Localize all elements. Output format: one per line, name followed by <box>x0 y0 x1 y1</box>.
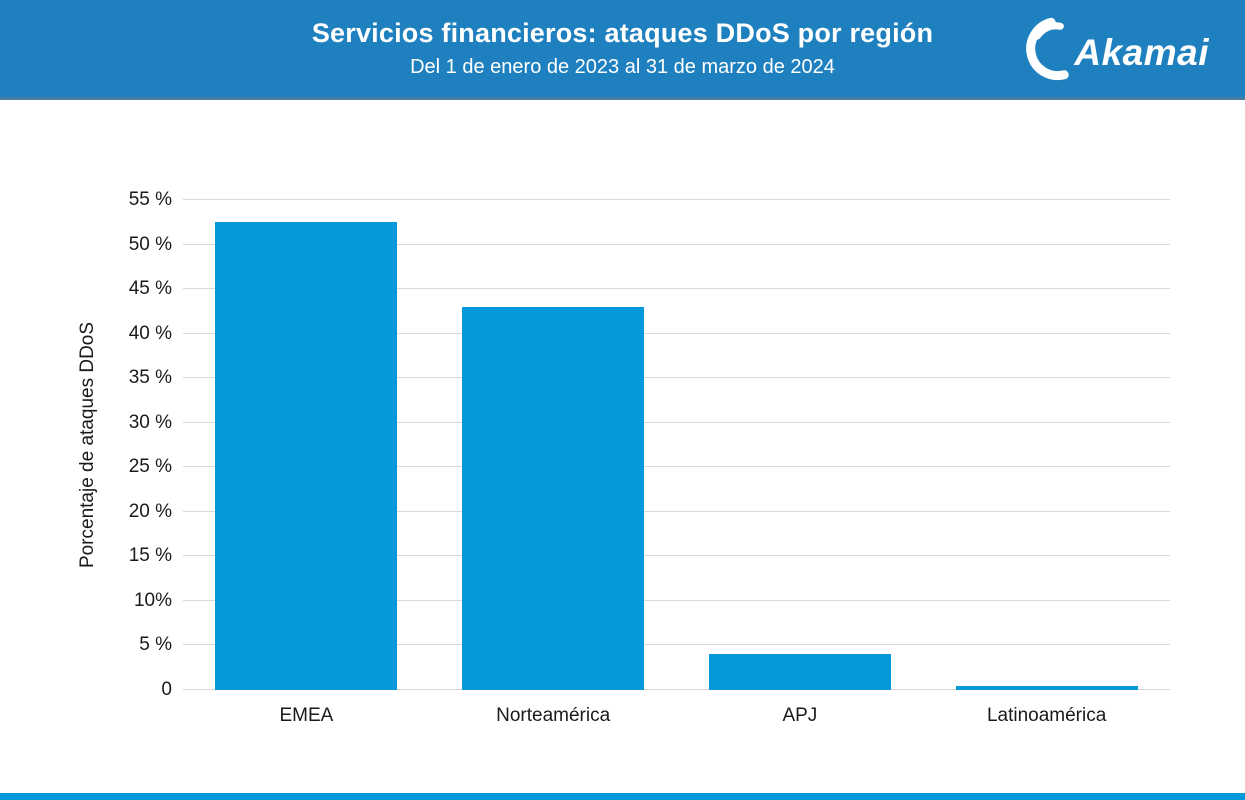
footer-accent-bar <box>0 793 1245 800</box>
gridline-45 <box>183 288 1170 290</box>
y-tick-label-10: 10% <box>133 589 172 611</box>
y-tick-label-25: 25 % <box>128 456 172 478</box>
x-axis-label-APJ: APJ <box>782 705 818 726</box>
gridline-0 <box>183 689 1170 690</box>
y-tick-label-40: 40 % <box>128 322 172 344</box>
bar-Latinoamérica <box>955 685 1138 690</box>
y-tick-label-45: 45 % <box>128 278 172 300</box>
y-tick-label-30: 30 % <box>128 411 172 433</box>
bar-EMEA <box>215 222 398 690</box>
y-tick-label-35: 35 % <box>128 367 172 389</box>
akamai-logo: Akamai <box>1018 15 1209 90</box>
y-tick-label-20: 20 % <box>128 500 172 522</box>
bar-APJ <box>708 654 891 690</box>
plot-area: 0 5 % 10% 15 % 20 % 25 % 30 % 35 % 40 % 45 % 50 % 5… <box>129 189 1170 726</box>
chart-subtitle: Del 1 de enero de 2023 al 31 de marzo de… <box>410 55 835 78</box>
y-tick-label-0: 0 <box>161 679 172 700</box>
y-tick-label-50: 50 % <box>128 233 172 255</box>
gridline-25 <box>183 466 1170 468</box>
gridline-15 <box>183 555 1170 557</box>
gridline-30 <box>183 421 1170 423</box>
gridline-55 <box>183 199 1170 200</box>
gridline-10 <box>183 599 1170 601</box>
y-axis-title: Porcentaje de ataques DDoS <box>77 321 98 569</box>
header-banner: Servicios financieros: ataques DDoS por … <box>0 0 1245 100</box>
y-tick-label-5: 5 % <box>139 634 172 656</box>
x-axis-label-EMEA: EMEA <box>279 705 334 726</box>
y-tick-label-55: 55 % <box>128 189 172 210</box>
gridline-20 <box>183 510 1170 512</box>
akamai-crescent-icon <box>1018 15 1080 90</box>
x-axis-label-Norteamérica: Norteamérica <box>496 705 611 726</box>
gridline-50 <box>183 243 1170 245</box>
chart-title: Servicios financieros: ataques DDoS por … <box>311 18 934 49</box>
gridline-35 <box>183 377 1170 379</box>
gridline-40 <box>183 332 1170 334</box>
akamai-logo-text: Akamai <box>1074 31 1209 73</box>
x-axis-label-Latinoamérica: Latinoamérica <box>986 705 1107 726</box>
bar-Norteamérica <box>462 306 645 690</box>
y-tick-label-15: 15 % <box>128 545 172 567</box>
gridline-5 <box>183 644 1170 646</box>
